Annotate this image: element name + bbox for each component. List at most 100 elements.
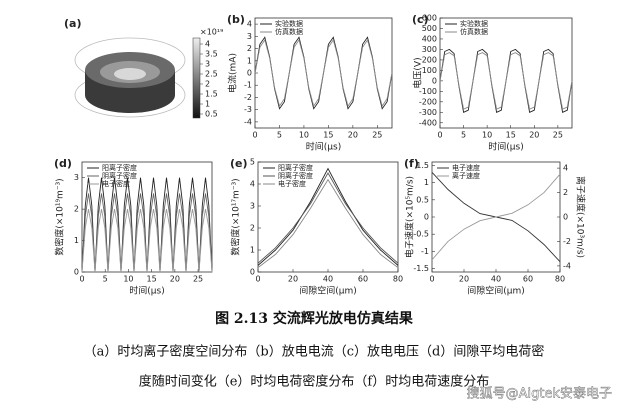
caption-line: 度随时间变化（e）时均电荷密度分布（f）时均电荷速度分布 (139, 374, 490, 390)
colorbar-tick-label: 1.5 (205, 90, 218, 99)
y-tick-label: 0 (424, 213, 429, 222)
y-tick-label: 5 (250, 158, 255, 167)
series-line (257, 172, 399, 264)
caption-title: 图 2.13 交流辉光放电仿真结果 (215, 310, 414, 327)
series-line (439, 52, 573, 110)
x-tick-label: 15 (323, 131, 333, 140)
x-axis-label: 间隙空间(μm) (467, 285, 525, 297)
y-tick-label: -4 (244, 117, 252, 126)
y2-axis-label: 离子速度(×10³m/s) (575, 176, 587, 258)
x-axis-label: 时间(μs) (129, 285, 164, 297)
y-axis-label: 电子速度(×10⁵m/s) (404, 176, 416, 258)
y-tick-label: 2 (74, 205, 79, 214)
y-tick-label: 4 (250, 180, 255, 189)
colorbar-tick-label: 1 (205, 100, 210, 109)
x-tick-label: 25 (372, 131, 382, 140)
series-line (81, 193, 213, 273)
y-tick-label: 300 (422, 45, 437, 54)
x-tick-label: 15 (147, 275, 157, 284)
y2-tick-label: -2 (563, 237, 571, 246)
series-line (81, 177, 213, 273)
y-tick-label: 100 (422, 66, 437, 75)
y-tick-label: 500 (422, 24, 437, 33)
y-tick-label: 600 (422, 14, 437, 23)
y-axis-label: 数密度(×10¹⁷m⁻³) (230, 178, 242, 255)
legend-label: 实验数据 (275, 19, 303, 28)
panel-a-image (74, 37, 201, 119)
y2-tick-label: 2 (563, 188, 568, 197)
y-tick-label: -400 (419, 118, 437, 127)
y-axis-label: 数密度(×10¹⁹m⁻³) (54, 178, 66, 255)
legend-label: 离子速度 (452, 171, 480, 180)
y-tick-label: 3 (247, 32, 252, 41)
panel-label: (f) (404, 157, 419, 170)
panel-label: (e) (230, 157, 248, 170)
x-axis-label: 时间(μs) (306, 141, 341, 153)
caption-line: （a）时均离子密度空间分布（b）放电电流（c）放电电压（d）间隙平均电荷密 (84, 344, 545, 360)
series-line (257, 178, 399, 268)
y-axis-label: 电流(mA) (227, 53, 239, 93)
y-tick-label: 1.5 (416, 161, 429, 170)
x-tick-label: 0 (79, 275, 84, 284)
panel-label: (d) (54, 157, 72, 170)
y-tick-label: -0.5 (413, 230, 429, 239)
x-tick-label: 0 (437, 131, 442, 140)
series-line (431, 173, 561, 261)
y-tick-label: -100 (419, 87, 437, 96)
x-axis-label: 时间(μs) (488, 141, 523, 153)
colorbar-tick-label: 2 (205, 80, 210, 89)
x-tick-label: 20 (459, 275, 469, 284)
y-tick-label: 1 (250, 246, 255, 255)
y-tick-label: 1 (424, 178, 429, 187)
x-tick-label: 25 (193, 275, 203, 284)
legend-label: 仿真数据 (275, 27, 303, 36)
y-tick-label: -1.5 (413, 264, 429, 273)
plot-frame (439, 17, 573, 129)
legend-label: 阴离子密度 (102, 171, 137, 180)
y-tick-label: 0 (247, 69, 252, 78)
x-tick-label: 40 (323, 275, 333, 284)
y-tick-label: 1 (74, 236, 79, 245)
colorbar-tick-label: 4 (205, 40, 210, 49)
panel-label: (a) (64, 17, 81, 30)
x-tick-label: 10 (123, 275, 133, 284)
panel-label: (c) (412, 13, 429, 26)
y-tick-label: -1 (421, 247, 429, 256)
x-tick-label: 20 (170, 275, 180, 284)
x-tick-label: 60 (358, 275, 368, 284)
y-axis-label: 电压(V) (412, 57, 424, 88)
x-axis-label: 间隙空间(μm) (299, 285, 357, 297)
y2-tick-label: 4 (563, 164, 568, 173)
legend-label: 电子密度 (278, 179, 306, 188)
y2-tick-label: -4 (563, 261, 571, 270)
x-tick-label: 20 (348, 131, 358, 140)
x-tick-label: 0 (252, 131, 257, 140)
y-tick-label: 0.5 (416, 195, 429, 204)
y-tick-label: 400 (422, 34, 437, 43)
legend-label: 阳离子密度 (102, 163, 137, 172)
colorbar-tick-label: 0.5 (205, 110, 218, 119)
x-tick-label: 20 (529, 131, 539, 140)
colorbar-tick-label: 3.5 (205, 50, 218, 59)
watermark: 搜狐号@Aigtek安泰电子 (467, 387, 612, 402)
x-tick-label: 80 (555, 275, 565, 284)
x-tick-label: 25 (553, 131, 563, 140)
y-tick-label: 3 (74, 173, 79, 182)
x-tick-label: 10 (482, 131, 492, 140)
x-tick-label: 5 (461, 131, 466, 140)
legend-label: 阳离子密度 (278, 163, 313, 172)
y-tick-label: 1 (247, 56, 252, 65)
panel-label: (b) (227, 13, 245, 26)
legend-label: 电子密度 (102, 179, 130, 188)
y-tick-label: 0 (74, 268, 79, 277)
y-tick-label: 4 (247, 20, 252, 29)
y-tick-label: -3 (244, 105, 252, 114)
x-tick-label: 0 (429, 275, 434, 284)
x-tick-label: 5 (277, 131, 282, 140)
x-tick-label: 40 (491, 275, 501, 284)
colorbar-tick-label: 3 (205, 60, 210, 69)
series-line (254, 38, 393, 108)
